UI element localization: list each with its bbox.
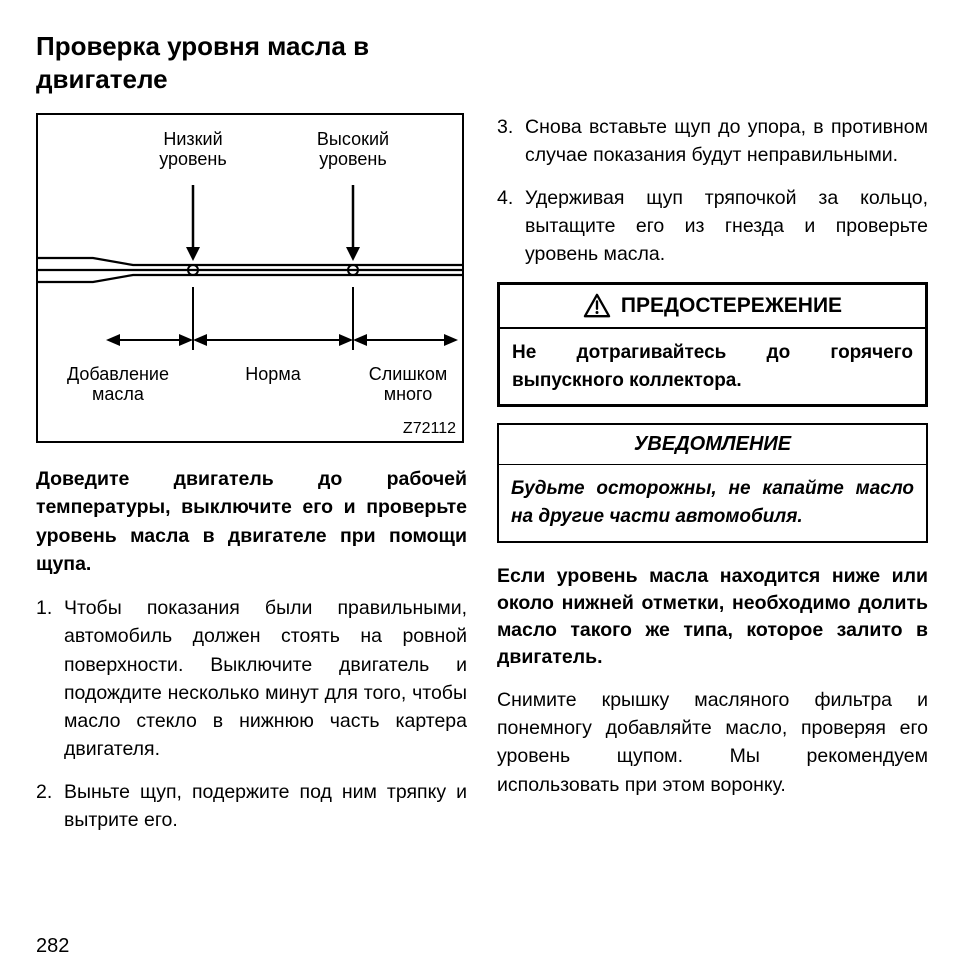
dim-arrow-rr — [444, 334, 458, 346]
dim-arrow-ll — [106, 334, 120, 346]
left-column: Низкийуровень Высокийуровень — [36, 113, 467, 848]
dipstick-diagram: Низкийуровень Высокийуровень — [36, 113, 464, 443]
warning-box: ПРЕДОСТЕРЕЖЕНИЕ Не дотрагивайтесь до гор… — [497, 282, 928, 407]
diagram-label-high: Высокийуровень — [317, 129, 389, 169]
step-2: Выньте щуп, подержите под ним тряпку и в… — [36, 778, 467, 835]
diagram-code: Z72112 — [403, 420, 456, 437]
steps-left: Чтобы показания были правильными, автомо… — [36, 594, 467, 834]
diagram-label-too-much: Слишкоммного — [369, 364, 447, 404]
dim-arrow-ml — [193, 334, 207, 346]
warning-header: ПРЕДОСТЕРЕЖЕНИЕ — [500, 285, 925, 329]
step-4: Удерживая щуп тряпочкой за кольцо, вытащ… — [497, 184, 928, 269]
diagram-label-add: Добавлениемасла — [67, 364, 169, 404]
dim-arrow-lr — [179, 334, 193, 346]
warning-body: Не дотрагивайтесь до горячего выпускного… — [500, 329, 925, 404]
content-columns: Низкийуровень Высокийуровень — [36, 113, 928, 848]
dim-arrow-rl — [353, 334, 367, 346]
arrowhead-low — [186, 247, 200, 261]
steps-right: Снова вставьте щуп до упора, в противном… — [497, 113, 928, 268]
notice-title: УВЕДОМЛЕНИЕ — [499, 425, 926, 465]
diagram-label-norm: Норма — [245, 364, 301, 384]
arrowhead-high — [346, 247, 360, 261]
notice-box: УВЕДОМЛЕНИЕ Будьте осторожны, не капайте… — [497, 423, 928, 542]
step-1: Чтобы показания были правильными, автомо… — [36, 594, 467, 764]
bold-paragraph: Если уровень масла находится ниже или ок… — [497, 563, 928, 672]
page-title: Проверка уровня масла в двигателе — [36, 30, 476, 95]
notice-body: Будьте осторожны, не капайте масло на др… — [499, 465, 926, 540]
page-number: 282 — [36, 935, 69, 958]
step-3: Снова вставьте щуп до упора, в противном… — [497, 113, 928, 170]
main-instruction: Доведите двигатель до рабочей температур… — [36, 465, 467, 578]
paragraph: Снимите крышку масляного фильтра и понем… — [497, 686, 928, 799]
diagram-label-low: Низкийуровень — [159, 129, 227, 169]
right-column: Снова вставьте щуп до упора, в противном… — [497, 113, 928, 848]
dim-arrow-mr — [339, 334, 353, 346]
warning-title: ПРЕДОСТЕРЕЖЕНИЕ — [621, 294, 842, 318]
warning-triangle-icon — [583, 293, 611, 319]
